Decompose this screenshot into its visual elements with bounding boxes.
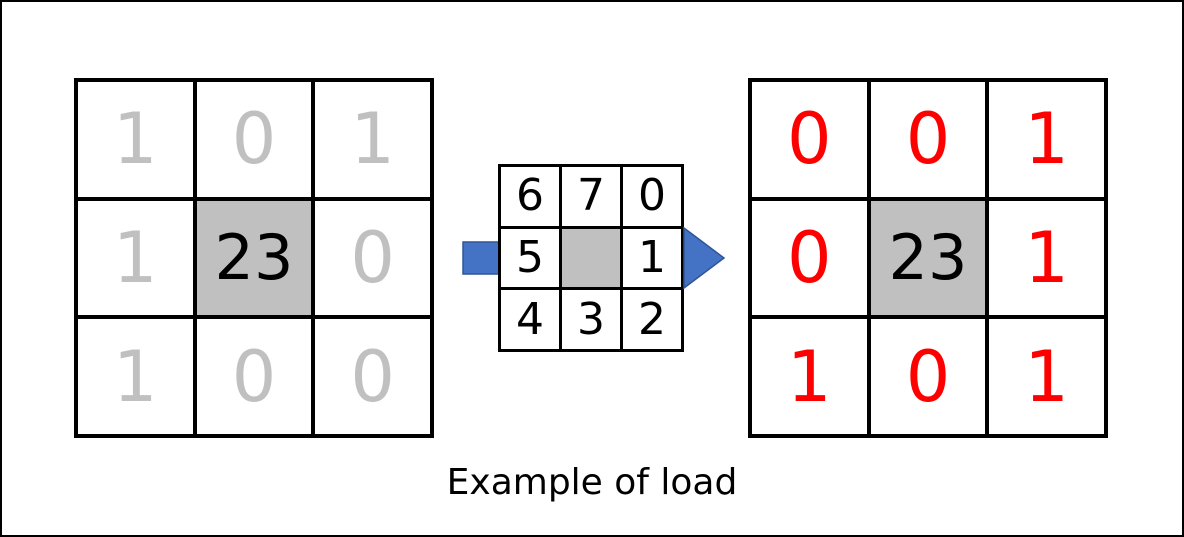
order-cell: 0 [623,167,681,226]
result-cell-value: 1 [1024,98,1069,181]
input-cell-value: 1 [113,216,158,299]
input-cell: 1 [78,200,193,316]
input-center-value: 23 [214,220,294,294]
input-cell-value: 0 [231,98,277,181]
result-cell-value: 1 [787,335,832,418]
input-cell-value: 1 [350,98,395,181]
order-cell: 5 [501,228,559,288]
input-cell-value: 1 [113,335,158,418]
result-center-value: 23 [888,220,968,294]
order-cell: 3 [562,290,620,349]
result-cell-value: 0 [905,98,951,181]
result-cell: 0 [752,200,867,316]
input-cell: 0 [196,82,312,197]
input-cell: 0 [315,200,430,316]
result-cell-value: 0 [905,335,951,418]
order-cell-value: 1 [638,231,666,283]
input-cell-value: 0 [231,335,277,418]
order-cell: 1 [623,228,681,288]
result-cell-value: 1 [1024,216,1069,299]
order-cell-value: 7 [577,170,605,222]
order-cell-value: 3 [577,293,605,345]
order-cell: 2 [623,290,681,349]
result-cell-value: 0 [787,98,832,181]
result-cell: 1 [989,319,1104,434]
arrow-right-icon [462,241,502,275]
order-cell-value: 5 [516,231,544,283]
input-cell: 1 [78,319,193,434]
result-cell: 0 [870,82,986,197]
result-cell-value: 1 [1024,335,1069,418]
figure-caption: Example of load [446,462,738,503]
order-cell: 7 [562,167,620,226]
result-cell: 1 [752,319,867,434]
order-cell: 6 [501,167,559,226]
result-grid: 0 0 1 0 23 1 1 0 1 [748,78,1108,438]
order-cell-value: 6 [516,170,544,222]
order-cell-value: 4 [516,293,544,345]
order-center-cell [562,228,620,288]
input-cell: 1 [78,82,193,197]
result-cell: 1 [989,82,1104,197]
input-cell: 0 [315,319,430,434]
result-cell-value: 0 [787,216,832,299]
result-center-cell: 23 [870,200,986,316]
result-cell: 0 [870,319,986,434]
input-cell: 1 [315,82,430,197]
input-cell-value: 1 [113,98,158,181]
order-cell: 4 [501,290,559,349]
order-cell-value: 0 [638,170,666,222]
result-cell: 1 [989,200,1104,316]
input-center-cell: 23 [196,200,312,316]
input-cell-value: 0 [350,216,395,299]
arrow-right-icon [683,226,726,290]
order-cell-value: 2 [638,293,666,345]
neighbor-order-grid: 6 7 0 5 1 4 3 2 [498,164,684,352]
input-cell-value: 0 [350,335,395,418]
result-cell: 0 [752,82,867,197]
input-cell: 0 [196,319,312,434]
input-grid: 1 0 1 1 23 0 1 0 0 [74,78,434,438]
